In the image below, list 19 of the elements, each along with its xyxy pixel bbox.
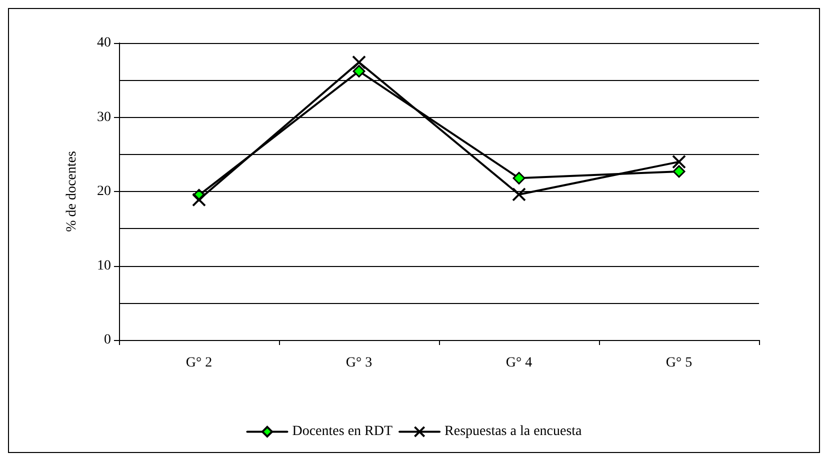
point xyxy=(352,64,366,78)
point xyxy=(672,154,686,169)
x-tick-label: G° 5 xyxy=(666,356,692,370)
x-tick-label: G° 2 xyxy=(186,356,212,370)
y-axis-title: % de docentes xyxy=(64,151,80,232)
point xyxy=(512,172,526,184)
y-tick-label: 40 xyxy=(97,36,111,50)
legend-label: Docentes en RDT xyxy=(292,424,393,440)
y-tick-label: 20 xyxy=(97,184,111,199)
point xyxy=(672,165,686,178)
point xyxy=(352,55,366,70)
y-tick-label: 30 xyxy=(97,110,111,125)
y-tick-label: 0 xyxy=(104,332,111,348)
x-tick-label: G° 3 xyxy=(346,356,372,370)
y-tick-label: 10 xyxy=(97,258,111,274)
point xyxy=(512,187,526,202)
point xyxy=(192,192,206,207)
x-tick-label: G° 4 xyxy=(506,356,532,370)
legend-label: Respuestas a la encuesta xyxy=(444,424,583,440)
